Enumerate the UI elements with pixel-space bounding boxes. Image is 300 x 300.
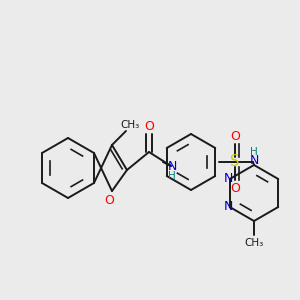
Text: S: S [230, 154, 240, 169]
Text: O: O [104, 194, 114, 208]
Text: H: H [168, 171, 176, 181]
Text: H: H [250, 147, 258, 157]
Text: CH₃: CH₃ [120, 120, 140, 130]
Text: O: O [230, 130, 240, 142]
Text: N: N [167, 160, 177, 173]
Text: N: N [249, 154, 259, 167]
Text: N: N [224, 172, 233, 185]
Text: O: O [144, 121, 154, 134]
Text: CH₃: CH₃ [244, 238, 264, 248]
Text: O: O [230, 182, 240, 194]
Text: N: N [224, 200, 233, 214]
